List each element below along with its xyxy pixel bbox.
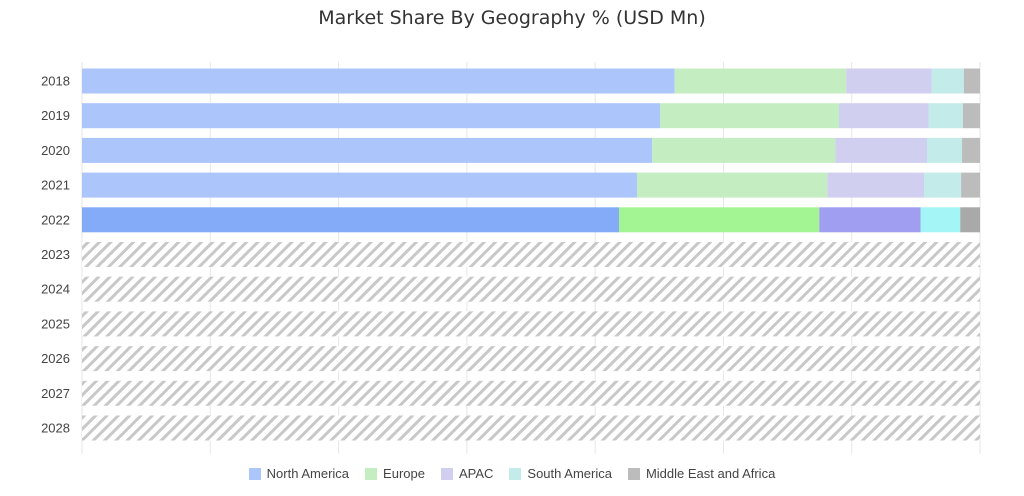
year-label-2027: 2027 bbox=[41, 386, 70, 401]
chart-title: Market Share By Geography % (USD Mn) bbox=[318, 7, 706, 29]
legend-swatch bbox=[627, 467, 640, 480]
bar-segment-2019-north-america[interactable] bbox=[82, 103, 661, 129]
legend-item-europe[interactable]: Europe bbox=[365, 466, 425, 481]
bar-segment-2020-south-america[interactable] bbox=[927, 137, 963, 163]
year-label-2026: 2026 bbox=[41, 351, 70, 366]
bar-segment-2020-middle-east-and-africa[interactable] bbox=[962, 137, 980, 163]
bar-segment-2022-south-america[interactable] bbox=[920, 207, 961, 233]
bar-segment-2018-middle-east-and-africa[interactable] bbox=[963, 68, 980, 94]
legend-swatch bbox=[509, 467, 522, 480]
bar-segment-2020-north-america[interactable] bbox=[82, 137, 653, 163]
legend-swatch bbox=[365, 467, 378, 480]
legend-item-north-america[interactable]: North America bbox=[248, 466, 350, 481]
bar-segment-2019-apac[interactable] bbox=[839, 103, 929, 129]
bar-segment-2019-middle-east-and-africa[interactable] bbox=[962, 103, 980, 129]
forecast-bar-2025 bbox=[82, 311, 980, 337]
bar-segment-2022-europe[interactable] bbox=[619, 207, 820, 233]
forecast-bar-2023 bbox=[82, 242, 980, 267]
year-label-2019: 2019 bbox=[41, 108, 70, 123]
year-label-2028: 2028 bbox=[41, 421, 70, 436]
year-label-2024: 2024 bbox=[41, 282, 70, 297]
year-label-2023: 2023 bbox=[41, 247, 70, 262]
bar-segment-2018-north-america[interactable] bbox=[82, 68, 675, 94]
forecast-bar-2027 bbox=[82, 380, 980, 406]
legend-item-apac[interactable]: APAC bbox=[440, 466, 494, 481]
forecast-bar-2026 bbox=[82, 346, 980, 372]
bar-segment-2020-europe[interactable] bbox=[652, 137, 836, 163]
bars bbox=[82, 68, 980, 441]
legend-label: Europe bbox=[383, 466, 425, 481]
bar-segment-2018-europe[interactable] bbox=[674, 68, 847, 94]
bar-segment-2018-south-america[interactable] bbox=[931, 68, 964, 94]
bar-segment-2022-north-america[interactable] bbox=[82, 207, 620, 233]
bar-segment-2022-apac[interactable] bbox=[819, 207, 921, 233]
legend-item-south-america[interactable]: South America bbox=[509, 466, 612, 481]
bar-segment-2021-apac[interactable] bbox=[827, 172, 925, 198]
bar-segment-2018-apac[interactable] bbox=[846, 68, 932, 94]
year-label-2020: 2020 bbox=[41, 143, 70, 158]
bar-segment-2021-south-america[interactable] bbox=[924, 172, 962, 198]
legend-label: North America bbox=[266, 466, 350, 481]
bar-segment-2021-europe[interactable] bbox=[636, 172, 828, 198]
legend-swatch bbox=[248, 467, 261, 480]
bar-segment-2022-middle-east-and-africa[interactable] bbox=[960, 207, 980, 233]
year-label-2021: 2021 bbox=[41, 178, 70, 193]
bar-segment-2021-north-america[interactable] bbox=[82, 172, 637, 198]
legend-label: South America bbox=[527, 466, 612, 481]
bar-segment-2020-apac[interactable] bbox=[835, 137, 928, 163]
bar-segment-2019-europe[interactable] bbox=[660, 103, 840, 129]
year-label-2018: 2018 bbox=[41, 74, 70, 89]
forecast-bar-2028 bbox=[82, 415, 980, 441]
bar-segment-2019-south-america[interactable] bbox=[928, 103, 963, 129]
forecast-bar-2024 bbox=[82, 276, 980, 302]
bar-segment-2021-middle-east-and-africa[interactable] bbox=[961, 172, 980, 198]
y-axis-labels: 2018 2019 2020 2021 2022 2023 2024 2025 2026 2027… bbox=[41, 74, 70, 436]
legend-item-middle-east-and-africa[interactable]: Middle East and Africa bbox=[627, 466, 776, 481]
legend-label: APAC bbox=[458, 466, 494, 481]
legend-label: Middle East and Africa bbox=[645, 466, 776, 481]
year-label-2022: 2022 bbox=[41, 212, 70, 227]
year-label-2025: 2025 bbox=[41, 316, 70, 331]
chart-legend: North America Europe APAC South America Midd… bbox=[0, 466, 1024, 481]
legend-swatch bbox=[440, 467, 453, 480]
